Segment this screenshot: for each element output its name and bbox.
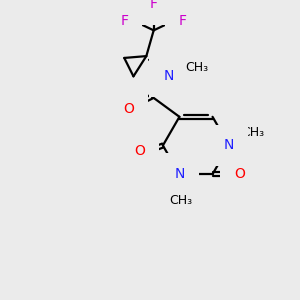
Text: N: N (163, 69, 174, 83)
Text: CH₃: CH₃ (185, 61, 208, 74)
Text: F: F (179, 14, 187, 28)
Text: N: N (224, 139, 234, 152)
Text: CH₃: CH₃ (242, 126, 265, 139)
Text: O: O (234, 167, 245, 181)
Text: O: O (134, 144, 145, 158)
Text: CH₃: CH₃ (170, 194, 193, 207)
Text: N: N (174, 167, 184, 181)
Text: F: F (150, 0, 158, 11)
Text: F: F (120, 14, 128, 28)
Text: O: O (123, 101, 134, 116)
